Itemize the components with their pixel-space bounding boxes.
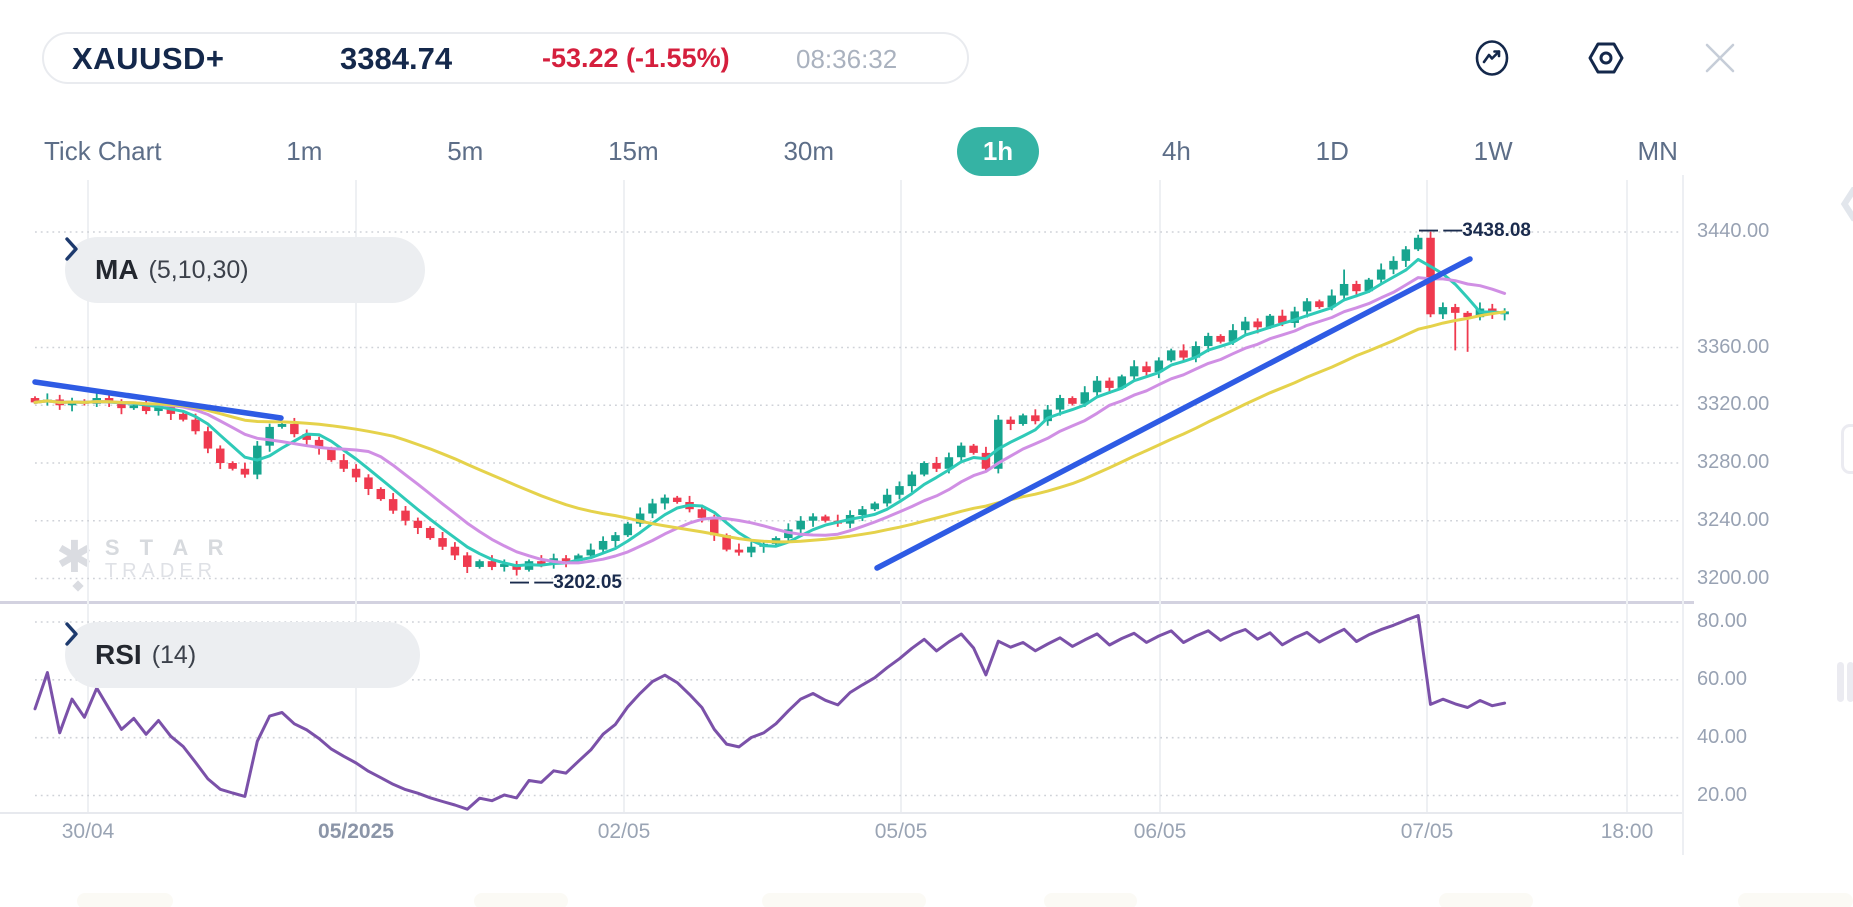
bottom-card[interactable] [762,893,926,907]
price-axis-tick: 3440.00 [1697,220,1770,242]
price-axis-tick: 3320.00 [1697,393,1770,416]
rsi-params: (14) [151,640,197,669]
low-price-marker: — —3202.05 [510,572,622,593]
price-change: -53.22 (-1.55%) [542,43,730,73]
price-axis-tick: 3200.00 [1697,566,1770,589]
high-price-marker: — —3438.08 [1419,220,1531,241]
timeframe-tab-tick-chart[interactable]: Tick Chart [44,135,162,166]
settings-hexagon-icon[interactable] [1586,38,1626,78]
bottom-card[interactable] [474,893,568,907]
rsi-axis-tick: 80.00 [1697,610,1748,632]
edge-handle-bar[interactable] [1847,662,1853,702]
time-axis-tick: 06/05 [1133,820,1187,843]
quote-time: 08:36:32 [796,44,898,74]
price-axis-tick: 3360.00 [1697,335,1770,358]
time-axis-tick: 07/05 [1400,820,1454,843]
rsi-axis-tick: 40.00 [1697,725,1748,748]
timeframe-tab-1m[interactable]: 1m [286,135,323,166]
time-axis-tick: 05/05 [874,820,928,843]
watermark-line2: TRADER [104,560,218,582]
timeframe-tab-5m[interactable]: 5m [447,135,484,166]
ma-params: (5,10,30) [148,255,249,284]
price-axis-tick: 3280.00 [1697,451,1770,473]
time-axis-tick: 05/2025 [318,820,394,843]
time-axis-border [0,812,1682,814]
rsi-axis-tick: 20.00 [1697,783,1748,806]
ma-indicator-button[interactable]: MA (5,10,30) [65,237,425,303]
timeframe-tab-30m[interactable]: 30m [783,135,835,166]
collapse-chevron-icon[interactable]: ❮ [1836,182,1853,222]
timeframe-tab-1h[interactable]: 1h [956,126,1040,176]
bottom-card[interactable] [1439,893,1533,907]
timeframe-tab-4h[interactable]: 4h [1161,135,1191,166]
pane-separator[interactable] [0,601,1694,604]
star-trader-watermark: ✱ S T A R TRADER [56,535,231,592]
edge-tool-button[interactable] [1841,424,1853,474]
timeframe-tab-1w[interactable]: 1W [1473,135,1513,166]
symbol-info-pill[interactable]: XAUUSD+ 3384.74 -53.22 (-1.55%) 08:36:32 [42,32,969,84]
rsi-label: RSI [95,639,142,670]
price-axis-tick: 3240.00 [1697,508,1770,531]
timeframe-tab-1d[interactable]: 1D [1315,135,1349,166]
bottom-card[interactable] [1738,893,1853,907]
edge-handle-bar[interactable] [1837,662,1844,702]
timeframe-tab-mn[interactable]: MN [1637,135,1678,166]
timeframe-tab-15m[interactable]: 15m [608,135,659,166]
close-x-icon[interactable] [1700,38,1740,78]
symbol-name: XAUUSD+ [72,41,225,76]
rsi-indicator-button[interactable]: RSI (14) [65,622,420,688]
rsi-axis-tick: 60.00 [1697,667,1748,690]
time-axis-tick: 02/05 [597,820,651,843]
watermark-line1: S T A R [104,535,231,560]
asterisk-logo-icon: ✱ [56,536,93,592]
candlestick-chart[interactable] [0,170,1694,812]
bottom-card[interactable] [1044,893,1137,907]
time-axis-tick: 30/04 [61,820,115,843]
trend-circle-icon[interactable] [1472,38,1512,78]
last-price: 3384.74 [340,41,453,76]
price-axis-border [1682,175,1684,855]
timeframe-tabs: Tick Chart 1m 5m 15m 30m 1h 4h 1D 1W MN [42,122,1680,180]
bottom-card[interactable] [77,893,173,907]
ma-label: MA [95,254,139,285]
time-axis-tick: 18:00 [1600,820,1654,843]
